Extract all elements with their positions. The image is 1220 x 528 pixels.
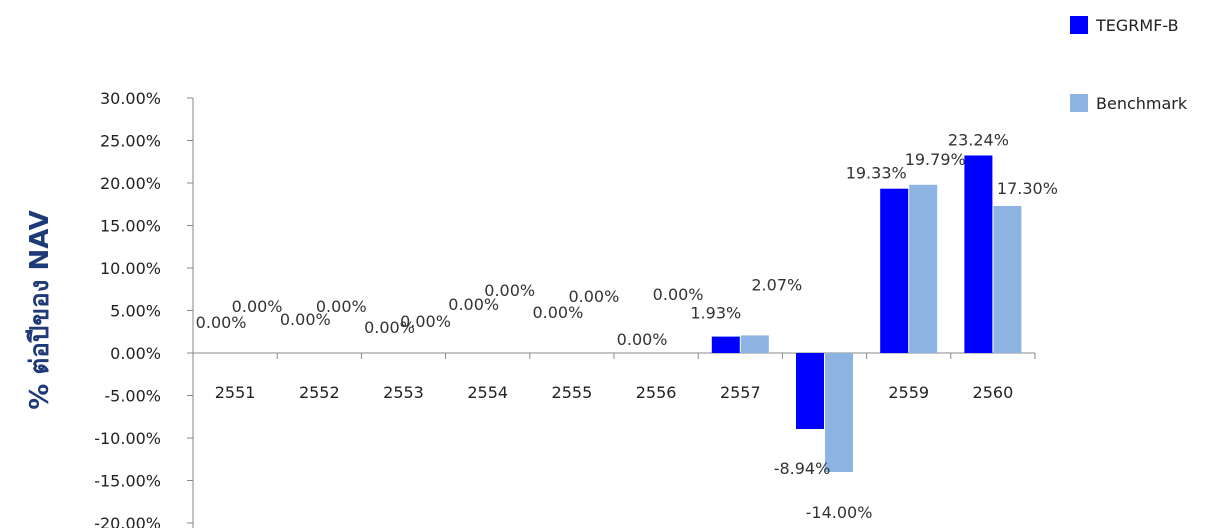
y-tick-label: 5.00% bbox=[110, 302, 161, 321]
bar-tegrmf-b-2559 bbox=[880, 188, 909, 353]
data-label: -14.00% bbox=[806, 503, 873, 522]
bar-benchmark-2559 bbox=[909, 184, 938, 353]
bar-tegrmf-b-2560 bbox=[964, 155, 993, 353]
x-tick-label: 2556 bbox=[636, 383, 677, 402]
data-label: 0.00% bbox=[484, 281, 535, 300]
data-label: 0.00% bbox=[568, 287, 619, 306]
x-tick-label: 2551 bbox=[215, 383, 256, 402]
data-label: 0.00% bbox=[400, 312, 451, 331]
bar-benchmark-2557 bbox=[740, 335, 769, 353]
bar-benchmark-2560 bbox=[993, 205, 1022, 353]
y-tick-label: -20.00% bbox=[94, 514, 161, 528]
y-tick-label: 30.00% bbox=[100, 89, 161, 108]
bar-benchmark-2558 bbox=[825, 353, 853, 472]
data-label: 0.00% bbox=[532, 303, 583, 322]
data-label: 0.00% bbox=[232, 297, 283, 316]
y-tick-label: 20.00% bbox=[100, 174, 161, 193]
data-label: 2.07% bbox=[751, 275, 802, 294]
y-tick-label: 15.00% bbox=[100, 217, 161, 236]
bar-tegrmf-b-2557 bbox=[711, 336, 740, 353]
data-label: 1.93% bbox=[690, 304, 741, 323]
data-label: -8.94% bbox=[774, 459, 831, 478]
legend-label: TEGRMF-B bbox=[1095, 16, 1179, 35]
legend-swatch bbox=[1070, 16, 1088, 34]
data-label: 0.00% bbox=[316, 297, 367, 316]
y-tick-label: -5.00% bbox=[104, 387, 161, 406]
y-tick-label: 25.00% bbox=[100, 132, 161, 151]
legend: TEGRMF-B Benchmark bbox=[1070, 16, 1188, 113]
data-label: 0.00% bbox=[280, 310, 331, 329]
data-label: 17.30% bbox=[997, 179, 1058, 198]
data-labels: 0.00%0.00%0.00%0.00%0.00%0.00%0.00%0.00%… bbox=[196, 130, 1058, 522]
data-label: 0.00% bbox=[364, 318, 415, 337]
x-tick-label: 2560 bbox=[973, 383, 1014, 402]
y-tick-label: 0.00% bbox=[110, 344, 161, 363]
x-tick-label: 2554 bbox=[467, 383, 508, 402]
x-tick-label: 2555 bbox=[552, 383, 593, 402]
x-tick-label: 2559 bbox=[888, 383, 929, 402]
bars bbox=[711, 155, 1022, 472]
y-tick-label: -15.00% bbox=[94, 472, 161, 491]
data-label: 19.79% bbox=[905, 150, 966, 169]
data-label: 0.00% bbox=[196, 313, 247, 332]
data-label: 23.24% bbox=[948, 130, 1009, 149]
axes: 30.00% 25.00% 20.00% 15.00% 10.00% 5.00% 0.00%… bbox=[94, 89, 1036, 528]
x-tick-label: 2553 bbox=[383, 383, 424, 402]
y-axis-label: % ต่อปีของ NAV bbox=[25, 210, 55, 409]
y-tick-label: 10.00% bbox=[100, 259, 161, 278]
data-label: 19.33% bbox=[846, 164, 907, 183]
legend-label: Benchmark bbox=[1096, 94, 1188, 113]
x-tick-label: 2557 bbox=[720, 383, 761, 402]
bar-tegrmf-b-2558 bbox=[796, 353, 824, 429]
x-tick-label: 2552 bbox=[299, 383, 340, 402]
legend-swatch bbox=[1070, 94, 1088, 112]
data-label: 0.00% bbox=[653, 285, 704, 304]
y-tick-label: -10.00% bbox=[94, 429, 161, 448]
data-label: 0.00% bbox=[448, 295, 499, 314]
data-label: 0.00% bbox=[617, 330, 668, 349]
